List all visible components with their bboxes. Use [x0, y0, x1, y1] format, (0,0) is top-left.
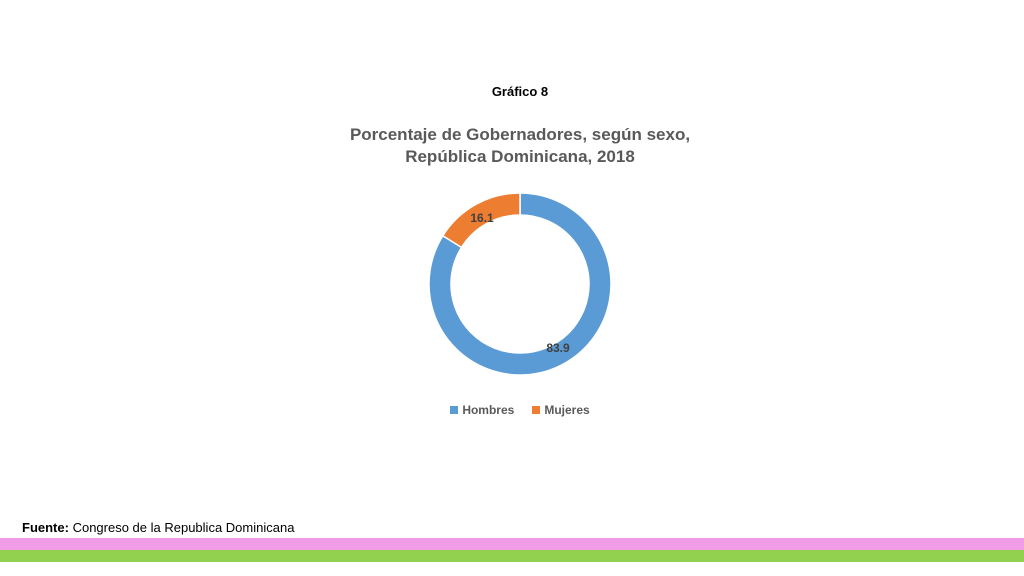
- donut-slice-hombres: [428, 192, 612, 376]
- decorative-band-pink: [0, 538, 1024, 550]
- source-text: Congreso de la Republica Dominicana: [72, 520, 295, 535]
- legend-swatch-hombres: [450, 406, 459, 414]
- donut-slice-mujeres: [441, 192, 521, 249]
- data-label-hombres: 83.9: [546, 341, 570, 355]
- legend-item-hombres: Hombres: [450, 403, 514, 417]
- chart-legend: Hombres Mujeres: [0, 403, 1024, 417]
- chart-title: Porcentaje de Gobernadores, según sexo, …: [349, 125, 691, 166]
- data-label-mujeres: 16.1: [470, 211, 494, 225]
- source-note: Fuente: Congreso de la Republica Dominic…: [22, 520, 294, 535]
- legend-item-mujeres: Mujeres: [532, 403, 590, 417]
- source-label: Fuente:: [22, 520, 69, 535]
- legend-label-hombres: Hombres: [462, 403, 515, 417]
- figure-number: Gráfico 8: [491, 84, 549, 99]
- legend-label-mujeres: Mujeres: [544, 403, 590, 417]
- decorative-band-green: [0, 550, 1024, 562]
- legend-swatch-mujeres: [532, 406, 541, 414]
- donut-chart: 83.9 16.1: [428, 192, 612, 376]
